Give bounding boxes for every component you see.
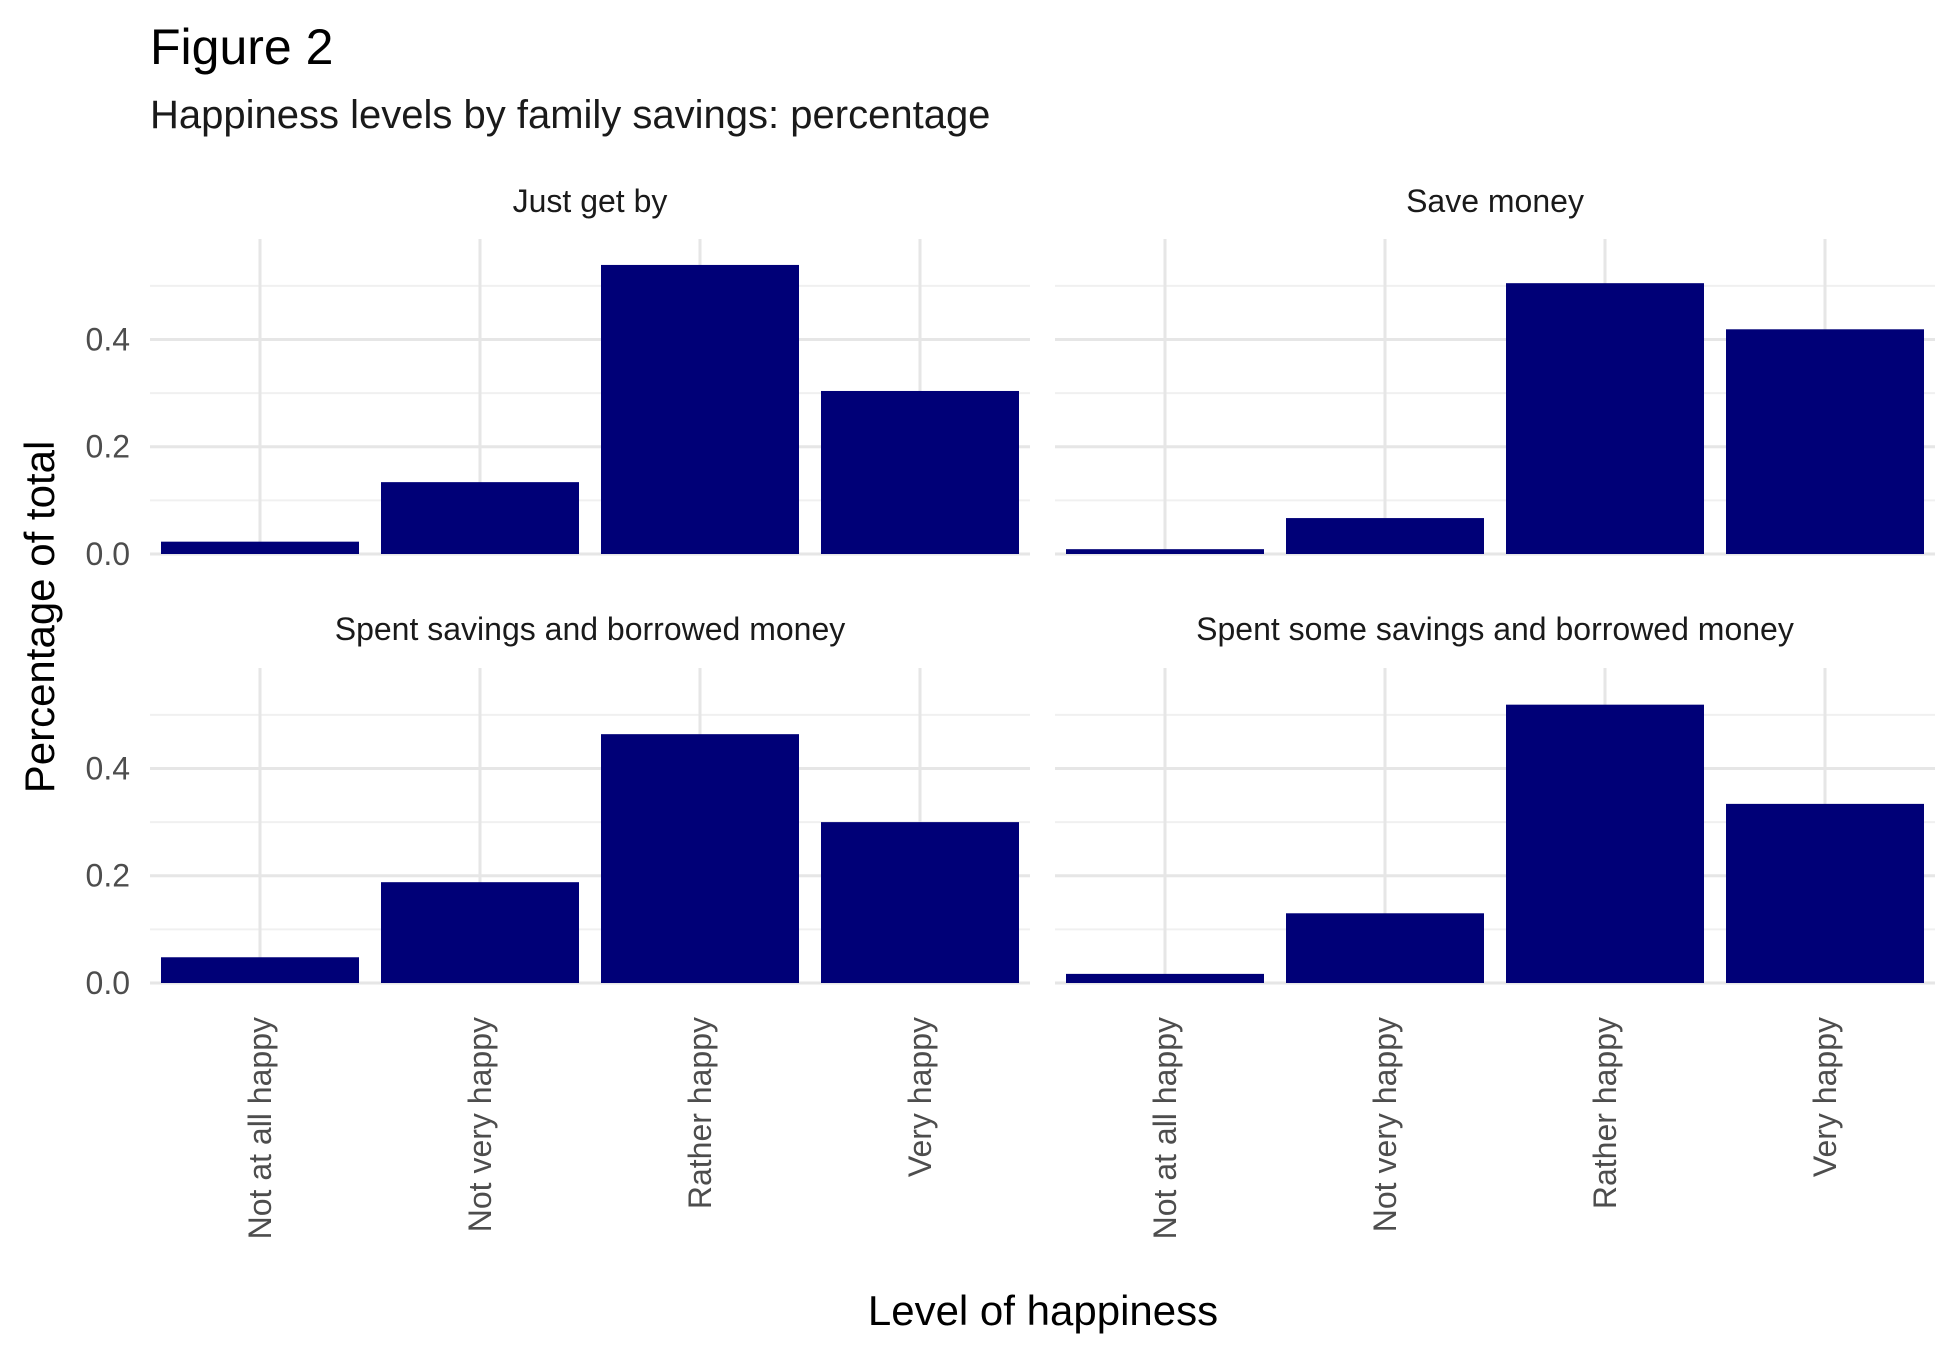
x-axis-title: Level of happiness xyxy=(868,1287,1218,1334)
facet-label: Spent some savings and borrowed money xyxy=(1196,611,1794,647)
bar xyxy=(1066,549,1264,554)
bar xyxy=(1726,803,1924,983)
x-tick-label: Not at all happy xyxy=(1147,1017,1183,1239)
y-axis-title: Percentage of total xyxy=(16,441,63,794)
chart-subtitle: Happiness levels by family savings: perc… xyxy=(150,93,990,137)
x-tick-label: Very happy xyxy=(902,1017,938,1177)
y-tick-label: 0.4 xyxy=(86,321,130,357)
facet-panels: Just get by 0.0 0.2 0.4 Save money Spent savi… xyxy=(86,183,1935,1239)
x-tick-label: Rather happy xyxy=(682,1017,718,1209)
facet-label: Save money xyxy=(1406,183,1584,219)
bar xyxy=(381,482,579,554)
facet-panel: Spent some savings and borrowed money Not… xyxy=(1055,611,1935,1239)
bar xyxy=(161,541,359,554)
bar xyxy=(821,822,1019,983)
x-tick-label: Not very happy xyxy=(462,1017,498,1232)
x-tick-label: Not very happy xyxy=(1367,1017,1403,1232)
bar xyxy=(1286,913,1484,983)
bar xyxy=(1286,518,1484,554)
y-tick-label: 0.2 xyxy=(86,858,130,894)
bar xyxy=(601,264,799,554)
bar xyxy=(381,882,579,983)
y-tick-label: 0.0 xyxy=(86,965,130,1001)
bar xyxy=(1506,283,1704,554)
facet-panel: Just get by 0.0 0.2 0.4 xyxy=(86,183,1030,572)
y-tick-label: 0.2 xyxy=(86,429,130,465)
facet-panel: Save money xyxy=(1055,183,1935,556)
facet-label: Just get by xyxy=(513,183,668,219)
y-tick-label: 0.0 xyxy=(86,536,130,572)
bar xyxy=(161,957,359,983)
bar xyxy=(1066,973,1264,983)
chart-title: Figure 2 xyxy=(150,19,333,75)
bar xyxy=(821,390,1019,554)
x-tick-label: Very happy xyxy=(1807,1017,1843,1177)
bar xyxy=(601,734,799,983)
x-tick-label: Not at all happy xyxy=(242,1017,278,1239)
y-tick-label: 0.4 xyxy=(86,750,130,786)
facet-panel: Spent savings and borrowed money 0.0 0.2 0.… xyxy=(86,611,1030,1239)
bar xyxy=(1506,704,1704,983)
bar xyxy=(1726,329,1924,554)
facet-label: Spent savings and borrowed money xyxy=(335,611,846,647)
x-tick-label: Rather happy xyxy=(1587,1017,1623,1209)
